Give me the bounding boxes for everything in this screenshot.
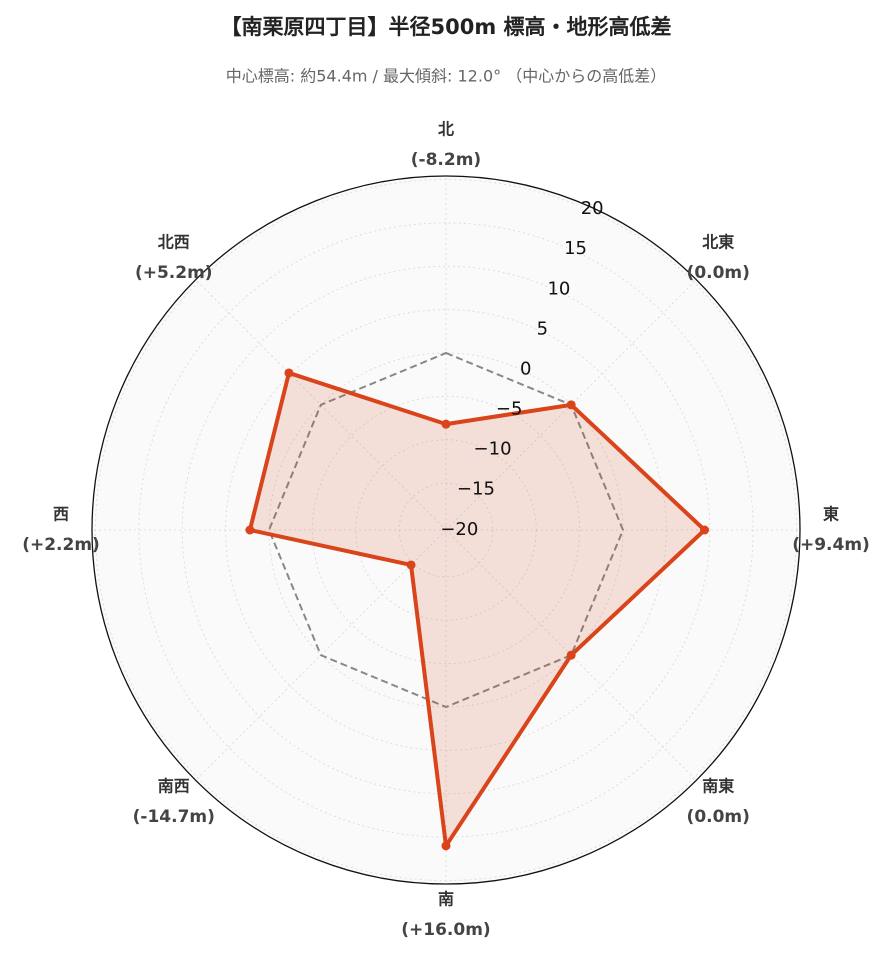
category-value-label: (-14.7m) bbox=[133, 807, 215, 827]
chart-title: 【南栗原四丁目】半径500m 標高・地形高低差 bbox=[220, 15, 671, 39]
plot-border bbox=[91, 175, 801, 885]
r-tick-label: 20 bbox=[581, 198, 604, 219]
r-tick-label: 10 bbox=[547, 278, 570, 299]
category-label: 南東 bbox=[702, 777, 734, 796]
r-tick-label: 5 bbox=[537, 318, 548, 339]
grid-circle bbox=[311, 395, 581, 665]
r-tick-label: 15 bbox=[564, 238, 587, 259]
data-point bbox=[441, 419, 451, 429]
r-tick-label: −10 bbox=[474, 439, 512, 460]
category-value-label: (+16.0m) bbox=[401, 920, 490, 940]
category-value-label: (0.0m) bbox=[687, 807, 750, 827]
category-value-label: (-8.2m) bbox=[411, 150, 481, 170]
data-point bbox=[566, 650, 576, 660]
reference-line bbox=[267, 351, 625, 709]
category-value-label: (+9.4m) bbox=[792, 535, 870, 555]
category-label: 北西 bbox=[158, 232, 190, 251]
category-value-label: (0.0m) bbox=[687, 263, 750, 283]
grid-circle bbox=[181, 265, 711, 795]
grid-circle bbox=[138, 222, 754, 838]
category-label: 北 bbox=[438, 120, 454, 139]
data-point bbox=[566, 400, 576, 410]
category-label: 北東 bbox=[702, 232, 734, 251]
r-tick-label: −5 bbox=[496, 399, 523, 420]
data-point bbox=[406, 560, 416, 570]
chart-subtitle: 中心標高: 約54.4m / 最大傾斜: 12.0° （中心からの高低差） bbox=[226, 67, 666, 86]
category-label: 南 bbox=[438, 890, 454, 909]
category-value-label: (+5.2m) bbox=[135, 263, 213, 283]
category-value-label: (+2.2m) bbox=[22, 535, 100, 555]
r-tick-label: 0 bbox=[520, 358, 531, 379]
category-label: 南西 bbox=[158, 777, 190, 796]
grid-circle bbox=[442, 526, 450, 534]
category-label: 東 bbox=[823, 505, 839, 524]
data-point bbox=[441, 841, 451, 851]
data-point bbox=[700, 525, 710, 535]
category-label: 西 bbox=[53, 505, 69, 524]
data-point bbox=[245, 525, 255, 535]
r-tick-label: −15 bbox=[457, 479, 495, 500]
r-tick-label: −20 bbox=[440, 519, 478, 540]
data-point bbox=[284, 368, 294, 378]
